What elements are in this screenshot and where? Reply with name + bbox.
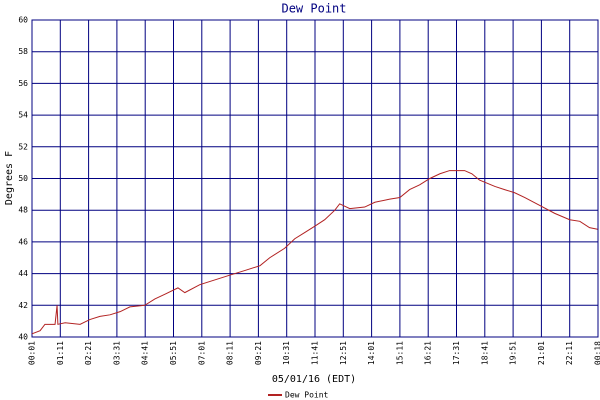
x-tick-label: 05:51 [169,341,178,365]
chart-title: Dew Point [281,2,346,16]
x-tick-label: 01:11 [56,341,65,365]
y-axis-label: Degrees F [4,151,15,205]
x-tick-label: 18:41 [480,341,489,365]
x-tick-label: 12:51 [339,341,348,365]
x-tick-label: 04:41 [141,341,150,365]
x-tick-label: 03:31 [112,341,121,365]
y-tick-label: 46 [18,237,28,246]
x-tick-label: 15:11 [395,341,404,365]
x-axis-label: 05/01/16 (EDT) [272,374,356,385]
y-tick-label: 44 [18,269,28,278]
x-tick-label: 19:51 [509,341,518,365]
y-tick-label: 50 [18,174,28,183]
x-tick-label: 09:21 [254,341,263,365]
x-tick-label: 21:01 [537,341,546,365]
y-tick-label: 58 [18,47,28,56]
x-tick-label: 02:21 [84,341,93,365]
x-tick-label: 17:31 [452,341,461,365]
y-tick-label: 60 [18,16,28,25]
y-tick-label: 48 [18,206,28,215]
y-tick-label: 56 [18,79,28,88]
x-tick-label: 00:18 [594,341,600,365]
legend-label: Dew Point [285,391,329,400]
x-tick-label: 07:01 [197,341,206,365]
x-tick-label: 14:01 [367,341,376,365]
x-tick-label: 08:11 [226,341,235,365]
y-tick-label: 40 [18,333,28,342]
data-line [31,170,598,335]
y-tick-label: 54 [18,111,28,120]
x-tick-label: 22:11 [565,341,574,365]
x-tick-label: 16:21 [424,341,433,365]
y-tick-label: 52 [18,142,28,151]
y-tick-label: 42 [18,301,28,310]
x-tick-label: 10:31 [282,341,291,365]
x-tick-label: 11:41 [311,341,320,365]
x-tick-label: 00:01 [28,341,37,365]
